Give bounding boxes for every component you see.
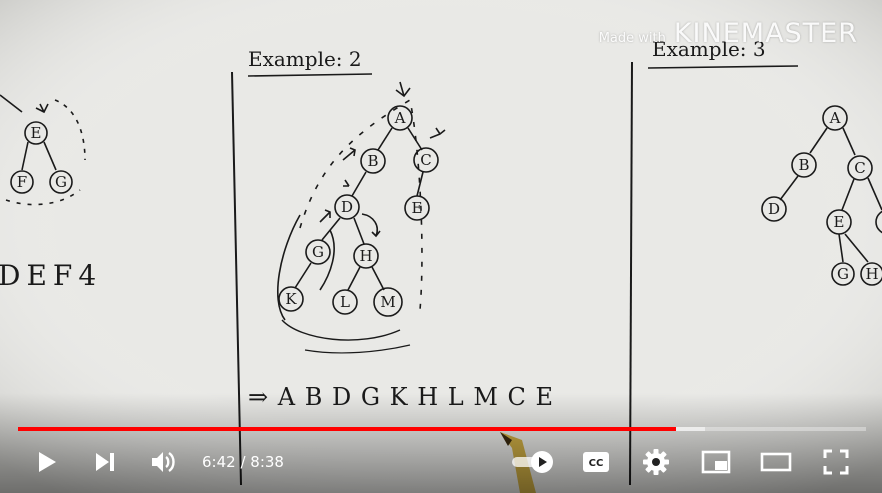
captions-button[interactable]: CC bbox=[576, 438, 616, 486]
tree2-node-c: C bbox=[420, 151, 431, 169]
progress-bar[interactable] bbox=[18, 427, 866, 431]
left-node-f: F bbox=[17, 173, 27, 191]
tree3-node-e: E bbox=[834, 213, 845, 231]
tree2-node-h: H bbox=[359, 247, 372, 265]
volume-icon bbox=[152, 452, 175, 472]
progress-played bbox=[18, 427, 677, 431]
example3-title: Example: 3 bbox=[652, 37, 766, 61]
tree2-node-k: K bbox=[285, 290, 297, 308]
tree2-node-a: A bbox=[394, 109, 406, 127]
tree3-node-h: H bbox=[865, 265, 878, 283]
miniplayer-icon bbox=[701, 450, 731, 474]
miniplayer-button[interactable] bbox=[696, 438, 736, 486]
kinemaster-watermark: Made with KINEMASTER bbox=[599, 18, 858, 49]
captions-icon: CC bbox=[583, 452, 609, 472]
tree2-node-b: B bbox=[367, 152, 378, 170]
tree3-node-c: C bbox=[854, 159, 865, 177]
tree3-node-d: D bbox=[768, 200, 780, 218]
volume-button[interactable] bbox=[144, 438, 184, 486]
play-icon bbox=[39, 452, 56, 472]
tree3-node-a: A bbox=[829, 109, 841, 127]
theater-mode-button[interactable] bbox=[756, 438, 796, 486]
example2-title: Example: 2 bbox=[248, 47, 362, 71]
next-icon bbox=[96, 453, 114, 471]
theater-icon bbox=[760, 452, 792, 472]
tree2-node-l: L bbox=[340, 293, 350, 311]
gear-icon bbox=[643, 449, 669, 475]
current-time: 6:42 bbox=[202, 453, 236, 471]
tree2-node-e: E bbox=[412, 199, 423, 217]
left-node-g: G bbox=[55, 173, 67, 191]
next-button[interactable] bbox=[86, 438, 124, 486]
time-display: 6:42 / 8:38 bbox=[202, 438, 284, 486]
svg-text:CC: CC bbox=[589, 458, 604, 469]
left-partial-text: DEF4 bbox=[0, 259, 102, 292]
tree2-node-g: G bbox=[312, 243, 324, 261]
time-separator: / bbox=[235, 453, 251, 471]
left-partial-tree bbox=[0, 94, 86, 206]
tree3-node-g: G bbox=[837, 265, 849, 283]
play-button[interactable] bbox=[28, 438, 66, 486]
watermark-made-with: Made with bbox=[598, 31, 666, 46]
settings-button[interactable] bbox=[636, 438, 676, 486]
tree2-node-d: D bbox=[341, 198, 353, 216]
fullscreen-icon bbox=[823, 449, 849, 475]
duration: 8:38 bbox=[250, 453, 284, 471]
fullscreen-button[interactable] bbox=[816, 438, 856, 486]
autoplay-toggle-icon bbox=[512, 451, 553, 473]
player-controls: 6:42 / 8:38 CC bbox=[0, 438, 882, 486]
tree-example3 bbox=[761, 105, 882, 286]
tree2-node-m: M bbox=[380, 293, 395, 311]
tree-example2 bbox=[277, 81, 446, 354]
autoplay-toggle[interactable] bbox=[508, 438, 556, 486]
left-node-e: E bbox=[31, 124, 42, 142]
watermark-brand: KINEMASTER bbox=[673, 18, 858, 49]
tree3-node-b: B bbox=[798, 156, 809, 174]
traversal-result: ⇒ A B D G K H L M C E bbox=[248, 383, 554, 411]
